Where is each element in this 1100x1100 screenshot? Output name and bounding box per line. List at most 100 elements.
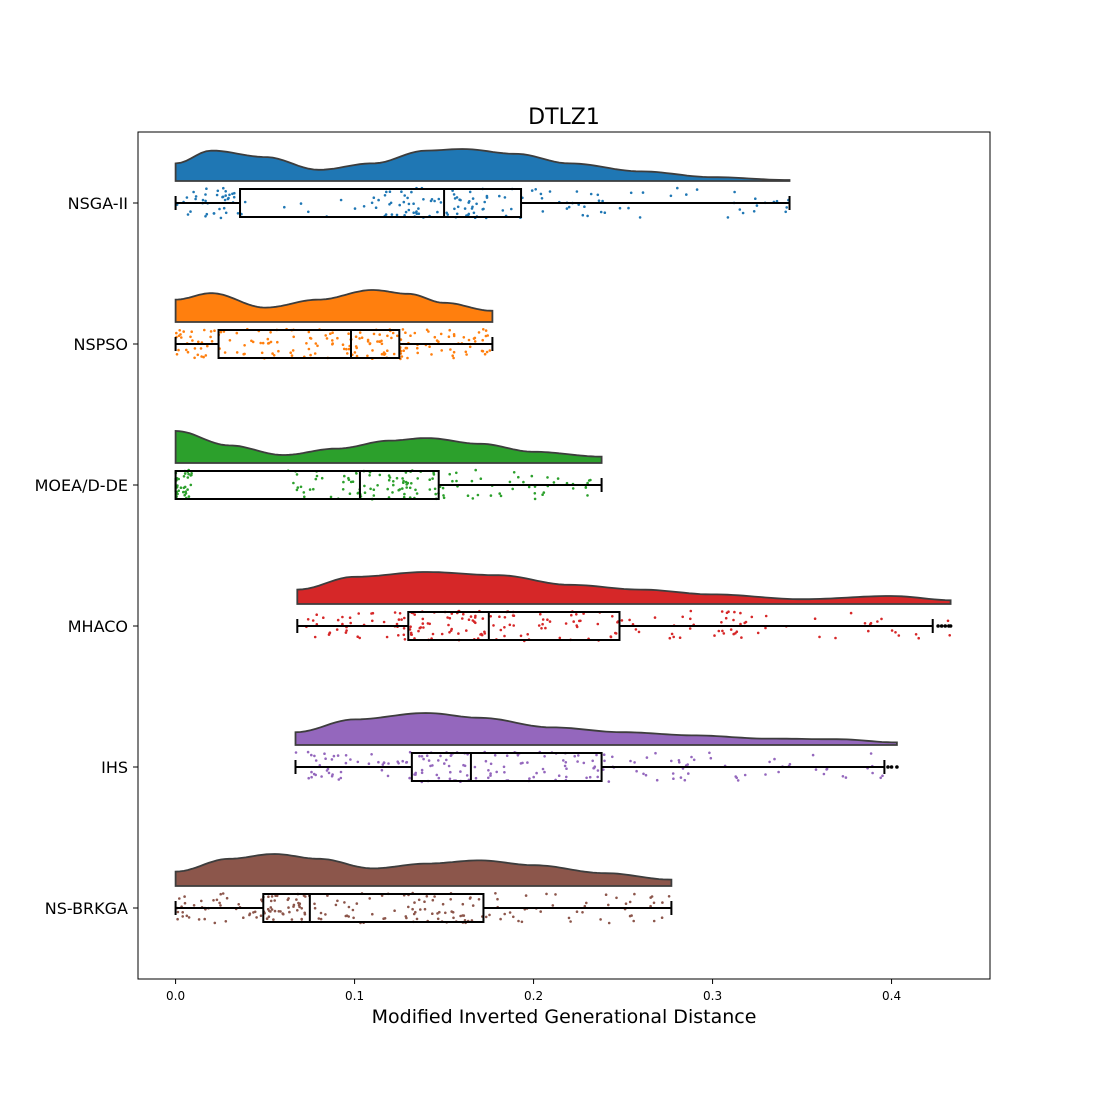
data-point — [233, 191, 236, 195]
data-point — [336, 336, 339, 340]
data-point — [391, 491, 394, 494]
data-point — [419, 626, 423, 629]
data-point — [386, 334, 389, 338]
data-point — [676, 186, 679, 190]
data-point — [627, 206, 630, 210]
data-point — [633, 892, 636, 896]
data-point — [533, 497, 537, 501]
data-point — [222, 186, 225, 190]
x-tick-label: 0.3 — [703, 989, 722, 1003]
data-point — [199, 347, 203, 350]
data-point — [363, 491, 367, 495]
data-point — [589, 192, 593, 196]
data-point — [620, 619, 624, 622]
data-point — [565, 775, 568, 779]
data-point — [439, 754, 442, 758]
data-point — [395, 476, 399, 480]
data-point — [390, 336, 393, 340]
data-point — [358, 337, 361, 340]
data-point — [414, 488, 417, 492]
data-point — [493, 754, 497, 757]
data-point — [175, 331, 178, 335]
data-point — [449, 629, 453, 632]
data-point — [788, 762, 792, 766]
data-point — [276, 340, 279, 344]
data-point — [522, 480, 525, 484]
data-point — [546, 618, 549, 621]
data-point — [402, 349, 406, 353]
data-point — [422, 757, 425, 761]
y-tick-label: NSPSO — [73, 335, 128, 354]
data-point — [192, 904, 196, 907]
data-point — [406, 356, 409, 360]
data-point — [431, 912, 434, 915]
data-point — [734, 775, 737, 778]
data-point — [917, 636, 920, 640]
data-point — [644, 773, 648, 777]
data-point — [461, 902, 465, 906]
data-point — [267, 341, 271, 345]
data-point — [890, 629, 894, 632]
data-point — [727, 610, 730, 613]
data-point — [295, 473, 299, 476]
box-1 — [217, 329, 401, 359]
data-point — [433, 895, 436, 898]
data-point — [486, 334, 490, 337]
data-point — [449, 770, 452, 774]
data-point — [604, 893, 608, 896]
data-point — [526, 761, 529, 764]
data-point — [785, 206, 788, 209]
data-point — [629, 759, 632, 763]
data-point — [203, 917, 206, 921]
data-point — [562, 759, 565, 762]
data-point — [386, 487, 390, 491]
data-point — [741, 211, 745, 215]
data-point — [260, 351, 264, 355]
data-point — [191, 339, 194, 342]
data-point — [543, 770, 546, 774]
data-point — [455, 479, 458, 483]
data-point — [692, 758, 696, 762]
data-point — [469, 615, 473, 618]
data-point — [269, 906, 273, 909]
data-point — [212, 899, 215, 902]
data-point — [584, 486, 588, 489]
data-point — [237, 903, 240, 906]
data-point — [183, 901, 187, 905]
data-point — [485, 194, 489, 198]
data-point — [306, 750, 310, 754]
data-point — [349, 621, 353, 625]
data-point — [320, 476, 324, 480]
data-point — [572, 620, 575, 623]
data-point — [541, 210, 545, 213]
data-point — [212, 212, 216, 215]
data-point — [336, 754, 340, 757]
data-point — [451, 911, 455, 914]
data-point — [546, 476, 549, 479]
data-point — [401, 477, 404, 480]
data-point — [602, 768, 605, 771]
data-point — [465, 353, 468, 356]
data-point — [312, 487, 315, 491]
data-point — [431, 632, 435, 636]
data-point — [197, 918, 201, 921]
data-point — [869, 621, 873, 625]
data-point — [372, 196, 376, 199]
data-point — [869, 752, 873, 755]
data-point — [380, 352, 384, 356]
data-point — [407, 905, 410, 909]
data-point — [841, 775, 845, 778]
data-point — [371, 349, 374, 352]
data-point — [775, 199, 779, 203]
data-point — [319, 911, 323, 915]
data-point — [339, 776, 343, 780]
data-point — [307, 347, 311, 351]
data-point — [279, 910, 282, 913]
data-point — [341, 615, 344, 619]
data-point — [649, 904, 652, 908]
data-point — [334, 903, 338, 907]
data-point — [425, 754, 429, 757]
data-point — [431, 477, 434, 480]
data-point — [863, 622, 867, 625]
data-point — [448, 616, 452, 620]
